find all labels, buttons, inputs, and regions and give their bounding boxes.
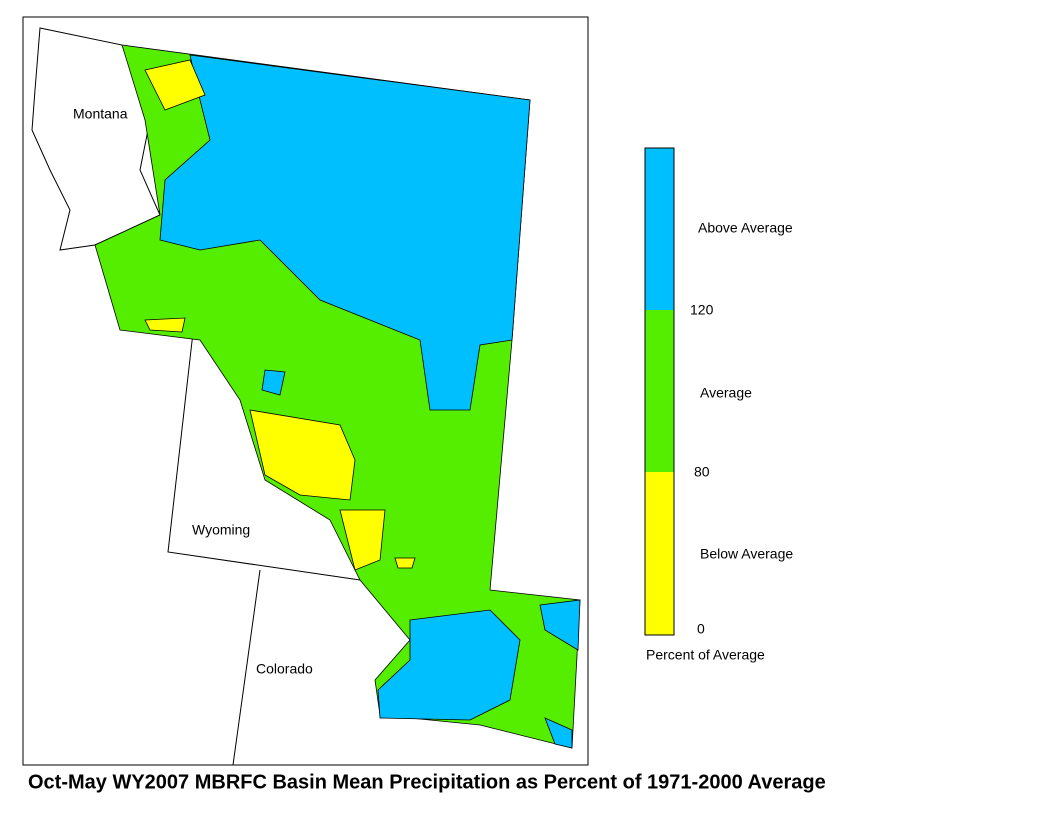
legend-break: 0 bbox=[697, 621, 705, 637]
legend-label: Above Average bbox=[698, 220, 793, 236]
basin-above bbox=[377, 609, 521, 721]
state-label: Wyoming bbox=[192, 522, 250, 538]
state-label: Colorado bbox=[256, 661, 313, 677]
state-label: Montana bbox=[73, 106, 128, 122]
legend-label: Below Average bbox=[700, 546, 793, 562]
basin-above bbox=[261, 369, 286, 396]
legend-swatch bbox=[645, 148, 674, 310]
legend-label: Average bbox=[700, 385, 752, 401]
basins bbox=[94, 44, 581, 749]
basin-above bbox=[544, 717, 573, 749]
legend: Above Average Average Below Average 120 … bbox=[644, 147, 793, 663]
basin-below bbox=[144, 59, 206, 111]
basin-below bbox=[339, 509, 386, 571]
colorado-border bbox=[232, 569, 261, 766]
legend-title: Percent of Average bbox=[646, 647, 765, 663]
basin-above bbox=[159, 54, 531, 411]
legend-swatch bbox=[645, 472, 674, 635]
basin-below bbox=[144, 317, 186, 333]
basin-below bbox=[249, 409, 356, 501]
legend-break: 80 bbox=[694, 464, 710, 480]
map-title: Oct-May WY2007 MBRFC Basin Mean Precipit… bbox=[28, 771, 826, 793]
legend-swatch bbox=[645, 310, 674, 472]
basin-below bbox=[394, 557, 416, 569]
basin-above bbox=[539, 599, 581, 651]
legend-frame bbox=[644, 147, 675, 636]
wyoming-border bbox=[167, 314, 361, 581]
legend-break: 120 bbox=[690, 302, 714, 318]
